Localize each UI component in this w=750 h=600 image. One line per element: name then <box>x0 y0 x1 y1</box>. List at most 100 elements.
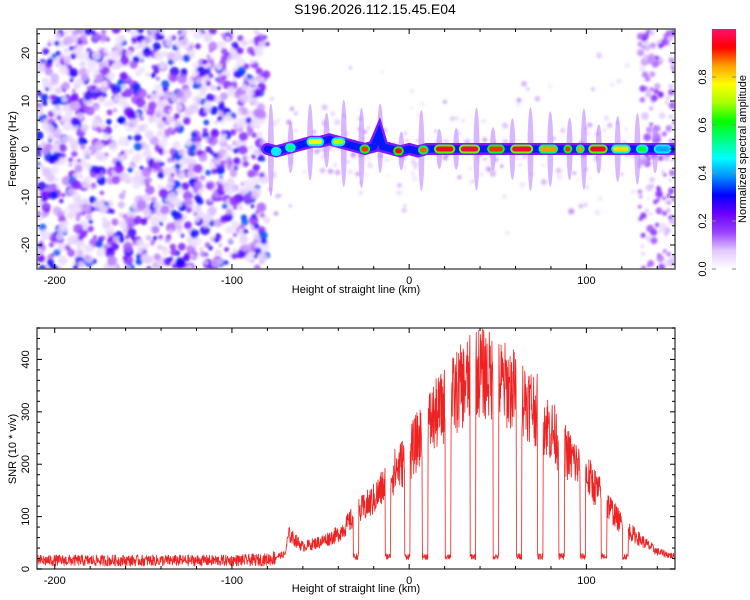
noise-blob <box>208 41 218 51</box>
noise-blob <box>663 232 668 237</box>
noise-blob <box>247 74 253 80</box>
noise-blob <box>646 127 650 132</box>
noise-blob <box>640 58 647 65</box>
noise-blob <box>260 237 268 245</box>
noise-blob <box>168 229 174 234</box>
noise-blob <box>576 178 580 182</box>
noise-blob <box>81 198 89 205</box>
noise-blob <box>191 131 198 138</box>
noise-blob <box>63 31 68 37</box>
noise-blob <box>367 162 373 169</box>
noise-blob <box>37 145 42 155</box>
noise-blob <box>646 156 651 161</box>
noise-blob <box>53 177 59 183</box>
noise-blob <box>457 175 462 180</box>
noise-blob <box>80 34 87 42</box>
noise-blob <box>668 178 673 183</box>
noise-blob <box>68 162 73 167</box>
noise-blob <box>350 152 357 158</box>
noise-blob <box>216 40 226 50</box>
noise-blob <box>102 133 109 139</box>
noise-blob <box>253 254 258 259</box>
noise-blob <box>169 74 178 83</box>
noise-blob <box>121 189 127 195</box>
spectrogram-ytick-label: 10 <box>20 95 32 107</box>
noise-blob <box>177 74 188 84</box>
noise-blob <box>154 50 164 61</box>
noise-blob <box>410 159 416 164</box>
noise-blob <box>78 54 84 61</box>
noise-blob <box>62 64 67 69</box>
noise-blob <box>176 224 183 231</box>
noise-blob <box>107 50 118 61</box>
noise-blob <box>667 36 672 41</box>
noise-blob <box>86 67 93 74</box>
noise-blob <box>181 37 190 45</box>
noise-blob <box>193 180 203 190</box>
noise-blob <box>127 167 134 173</box>
noise-blob <box>42 47 50 55</box>
spectrogram-xlabel: Height of straight line (km) <box>292 284 420 296</box>
noise-blob <box>61 135 68 143</box>
noise-blob <box>143 178 149 184</box>
noise-blob <box>260 157 266 162</box>
noise-blob <box>312 129 317 135</box>
noise-blob <box>206 54 211 59</box>
noise-blob <box>155 76 161 81</box>
signal-segment-core <box>577 146 583 152</box>
noise-blob <box>52 128 62 138</box>
noise-blob <box>668 215 672 220</box>
noise-blob <box>140 218 148 226</box>
noise-blob <box>168 196 178 205</box>
noise-blob <box>87 60 97 70</box>
signal-segment-core <box>361 146 369 152</box>
noise-blob <box>236 110 242 117</box>
noise-blob <box>68 46 74 51</box>
noise-blob <box>227 237 233 243</box>
noise-blob <box>231 41 239 49</box>
noise-blob <box>127 135 133 141</box>
noise-blob <box>603 128 607 132</box>
noise-blob <box>92 51 102 61</box>
noise-blob <box>163 148 169 155</box>
noise-blob <box>649 184 654 189</box>
noise-blob <box>38 223 47 231</box>
noise-blob <box>518 163 522 167</box>
noise-blob <box>158 234 164 240</box>
noise-blob <box>232 81 237 86</box>
noise-blob <box>556 174 563 180</box>
noise-blob <box>63 47 70 54</box>
noise-blob <box>568 208 575 215</box>
noise-blob <box>179 172 186 179</box>
noise-blob <box>118 155 126 163</box>
noise-blob <box>347 168 354 175</box>
colorbar-tick-label: 0.4 <box>697 165 709 180</box>
noise-blob <box>208 245 213 251</box>
noise-blob <box>158 221 164 226</box>
noise-blob <box>168 108 173 114</box>
noise-blob <box>661 38 670 46</box>
noise-blob <box>647 196 650 200</box>
noise-blob <box>120 150 125 155</box>
noise-blob <box>150 239 156 245</box>
noise-blob <box>555 167 562 174</box>
noise-blob <box>249 59 255 65</box>
noise-blob <box>230 113 235 118</box>
noise-blob <box>67 212 74 220</box>
noise-blob <box>37 64 44 75</box>
noise-blob <box>222 203 228 209</box>
noise-blob <box>187 169 197 179</box>
noise-blob <box>320 155 325 161</box>
noise-blob <box>160 161 165 167</box>
chart-title: S196.2026.112.15.45.E04 <box>294 1 456 17</box>
snr-panel: -200 -100 0 100 0 100 200 300 400 Height of stra… <box>7 327 676 595</box>
noise-blob <box>589 176 592 180</box>
noise-blob <box>526 87 530 91</box>
noise-blob <box>232 247 238 253</box>
noise-blob <box>45 143 53 151</box>
noise-blob <box>365 154 372 162</box>
noise-blob <box>117 201 125 209</box>
noise-blob <box>47 42 52 47</box>
noise-blob <box>330 110 336 117</box>
noise-blob <box>188 150 196 157</box>
